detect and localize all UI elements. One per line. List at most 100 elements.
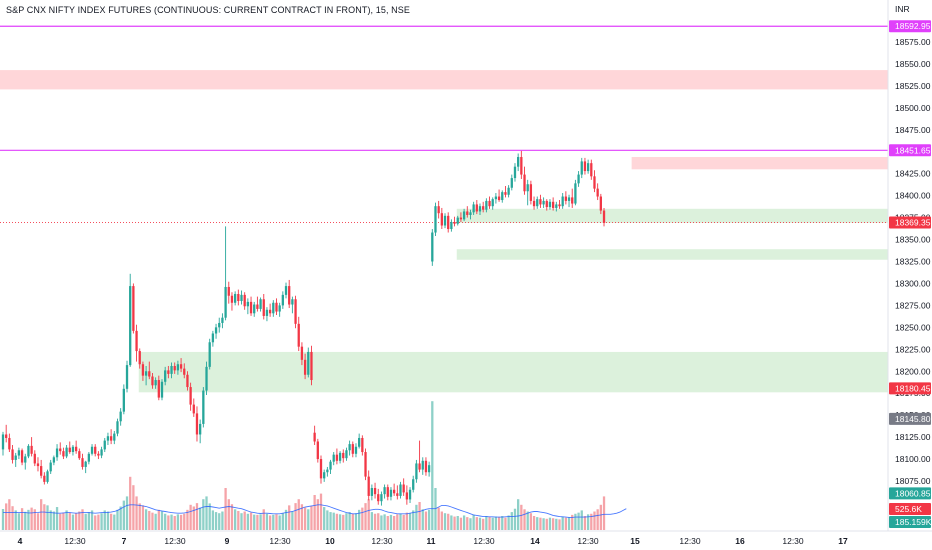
candle-body[interactable] xyxy=(383,487,386,495)
price-axis[interactable]: INR 18575.00 18550.00 18525.00 18500.00 1847… xyxy=(887,0,931,531)
candle-body[interactable] xyxy=(583,161,587,172)
candle-body[interactable] xyxy=(281,294,284,306)
candle-body[interactable] xyxy=(170,365,173,374)
candle-body[interactable] xyxy=(482,206,485,210)
candle-body[interactable] xyxy=(466,211,469,215)
candle-body[interactable] xyxy=(208,342,211,367)
candle-body[interactable] xyxy=(319,459,323,479)
candle-body[interactable] xyxy=(27,445,30,457)
candle-body[interactable] xyxy=(590,163,593,177)
candle-body[interactable] xyxy=(256,304,259,309)
candle-body[interactable] xyxy=(17,450,21,456)
candle-body[interactable] xyxy=(402,484,405,493)
candle-body[interactable] xyxy=(561,196,564,207)
candle-body[interactable] xyxy=(424,460,428,473)
candle-body[interactable] xyxy=(243,294,246,307)
candle-body[interactable] xyxy=(214,327,218,334)
candle-body[interactable] xyxy=(202,390,205,424)
candle-body[interactable] xyxy=(335,454,339,461)
candle-body[interactable] xyxy=(116,421,119,434)
candle-body[interactable] xyxy=(237,293,240,302)
candle-body[interactable] xyxy=(332,454,335,462)
candle-body[interactable] xyxy=(81,458,84,467)
candle-body[interactable] xyxy=(497,196,501,201)
candle-body[interactable] xyxy=(599,196,602,211)
candles-layer[interactable] xyxy=(1,150,606,506)
candle-body[interactable] xyxy=(529,184,533,201)
candle-body[interactable] xyxy=(135,330,138,352)
candle-body[interactable] xyxy=(300,346,304,360)
candle-body[interactable] xyxy=(49,462,52,472)
candle-body[interactable] xyxy=(74,446,78,452)
candle-body[interactable] xyxy=(338,452,342,461)
candle-body[interactable] xyxy=(227,286,230,296)
candle-body[interactable] xyxy=(593,176,596,189)
candle-body[interactable] xyxy=(523,174,526,192)
candle-body[interactable] xyxy=(567,197,571,201)
candle-body[interactable] xyxy=(354,446,358,454)
candle-body[interactable] xyxy=(427,465,431,473)
candle-body[interactable] xyxy=(103,440,106,450)
candle-body[interactable] xyxy=(275,302,278,312)
candle-body[interactable] xyxy=(469,212,472,215)
candle-body[interactable] xyxy=(536,199,539,207)
candle-body[interactable] xyxy=(195,413,199,435)
candle-body[interactable] xyxy=(370,488,374,496)
candle-body[interactable] xyxy=(358,437,361,447)
candle-body[interactable] xyxy=(513,166,517,179)
candle-body[interactable] xyxy=(106,436,110,441)
candle-body[interactable] xyxy=(151,376,154,386)
candle-body[interactable] xyxy=(90,446,94,454)
candle-body[interactable] xyxy=(240,294,243,302)
candle-body[interactable] xyxy=(415,463,418,480)
candle-body[interactable] xyxy=(284,286,288,295)
candle-body[interactable] xyxy=(510,178,513,188)
candle-body[interactable] xyxy=(488,200,491,207)
candle-body[interactable] xyxy=(571,197,574,204)
candle-body[interactable] xyxy=(491,199,494,207)
candle-body[interactable] xyxy=(113,433,116,441)
candle-body[interactable] xyxy=(313,432,316,442)
candle-body[interactable] xyxy=(462,211,466,220)
candle-body[interactable] xyxy=(138,351,141,365)
candle-body[interactable] xyxy=(450,221,453,230)
candle-body[interactable] xyxy=(100,449,103,456)
candle-body[interactable] xyxy=(574,183,577,204)
candle-body[interactable] xyxy=(20,450,24,463)
candle-body[interactable] xyxy=(345,450,348,459)
candle-body[interactable] xyxy=(342,452,345,459)
candle-body[interactable] xyxy=(36,463,40,467)
candle-body[interactable] xyxy=(447,215,450,230)
candle-body[interactable] xyxy=(119,411,122,422)
candle-body[interactable] xyxy=(78,451,81,459)
candle-body[interactable] xyxy=(164,370,167,382)
candle-body[interactable] xyxy=(11,449,14,460)
candle-body[interactable] xyxy=(392,489,396,494)
candle-body[interactable] xyxy=(303,359,307,375)
candle-body[interactable] xyxy=(253,304,256,314)
candle-body[interactable] xyxy=(456,217,459,224)
candle-body[interactable] xyxy=(364,452,367,477)
candle-body[interactable] xyxy=(233,293,237,303)
candle-body[interactable] xyxy=(97,453,100,456)
candle-body[interactable] xyxy=(173,365,176,371)
candle-body[interactable] xyxy=(71,446,75,453)
candle-body[interactable] xyxy=(160,381,164,398)
candle-body[interactable] xyxy=(323,472,326,479)
candle-body[interactable] xyxy=(526,184,529,192)
candle-body[interactable] xyxy=(396,493,399,496)
candle-body[interactable] xyxy=(211,333,215,343)
candle-body[interactable] xyxy=(59,448,62,452)
candle-body[interactable] xyxy=(230,295,234,303)
candle-body[interactable] xyxy=(65,447,68,457)
candle-body[interactable] xyxy=(52,457,56,463)
candle-body[interactable] xyxy=(62,451,65,457)
candle-body[interactable] xyxy=(265,309,269,316)
candle-body[interactable] xyxy=(205,366,208,391)
candle-body[interactable] xyxy=(307,351,310,375)
candle-body[interactable] xyxy=(189,387,192,405)
candle-body[interactable] xyxy=(167,370,170,374)
candle-body[interactable] xyxy=(431,232,434,262)
candle-body[interactable] xyxy=(548,201,552,208)
candle-body[interactable] xyxy=(351,444,354,454)
